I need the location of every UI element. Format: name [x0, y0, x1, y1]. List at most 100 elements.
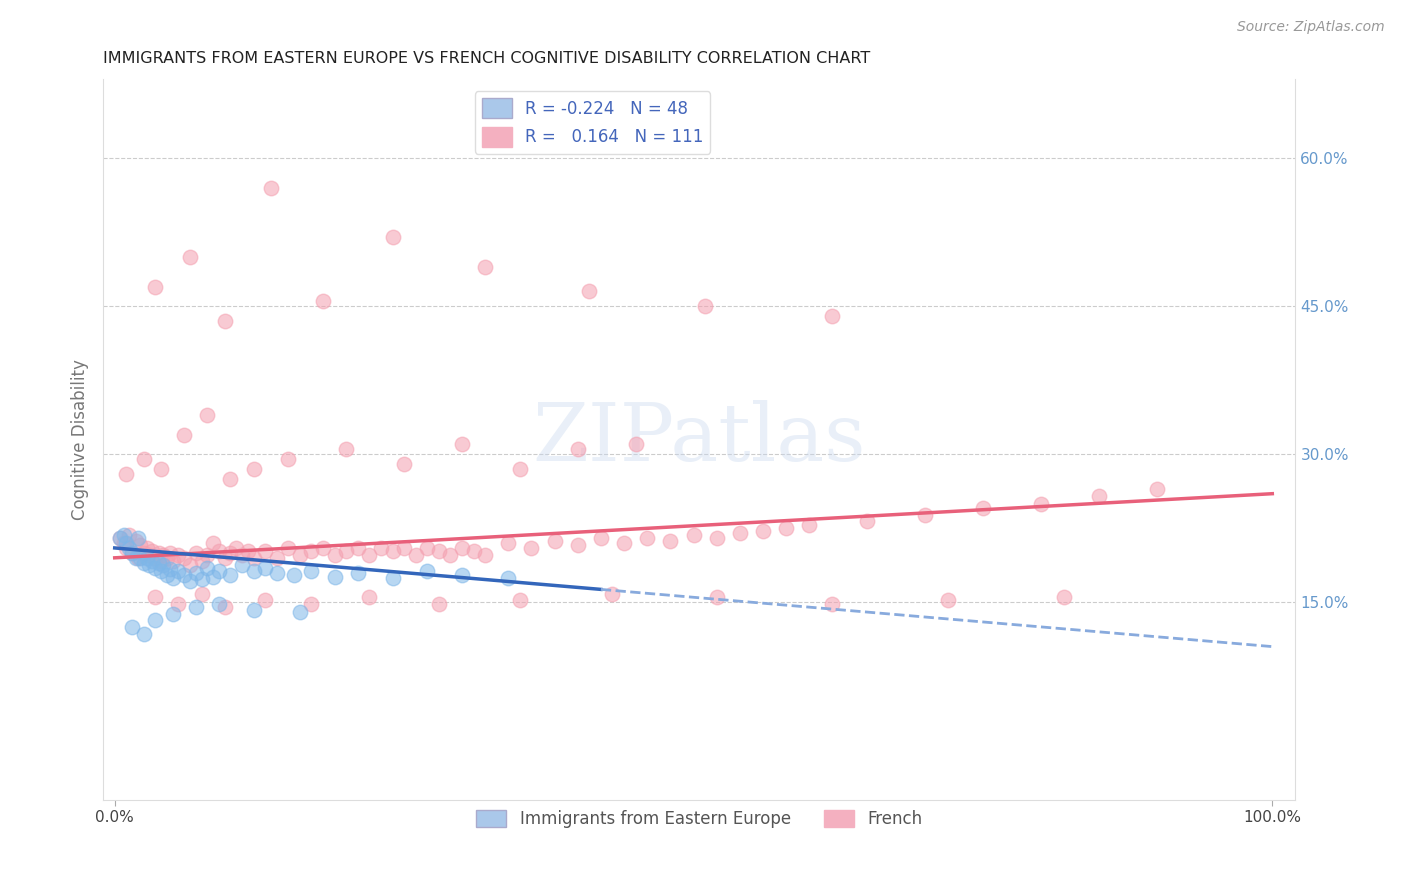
- Point: [509, 593, 531, 607]
- Point: [121, 546, 143, 560]
- Point: [195, 548, 218, 562]
- Point: [132, 452, 155, 467]
- Point: [301, 544, 323, 558]
- Point: [821, 597, 844, 611]
- Point: [277, 452, 299, 467]
- Point: [323, 569, 346, 583]
- Point: [121, 620, 143, 634]
- Point: [416, 564, 439, 578]
- Point: [132, 556, 155, 570]
- Point: [1146, 482, 1168, 496]
- Point: [115, 541, 138, 555]
- Point: [138, 558, 160, 572]
- Point: [162, 554, 184, 568]
- Point: [173, 567, 195, 582]
- Point: [127, 550, 149, 565]
- Point: [156, 567, 179, 582]
- Point: [728, 526, 751, 541]
- Point: [474, 260, 496, 274]
- Legend: Immigrants from Eastern Europe, French: Immigrants from Eastern Europe, French: [470, 803, 929, 834]
- Point: [184, 566, 207, 580]
- Point: [567, 442, 589, 457]
- Point: [219, 567, 242, 582]
- Point: [392, 457, 415, 471]
- Point: [190, 554, 212, 568]
- Point: [152, 548, 174, 562]
- Point: [231, 558, 253, 572]
- Point: [706, 531, 728, 545]
- Point: [231, 548, 253, 562]
- Point: [624, 437, 647, 451]
- Point: [254, 544, 277, 558]
- Point: [463, 544, 485, 558]
- Point: [856, 514, 879, 528]
- Point: [225, 541, 247, 555]
- Point: [498, 570, 520, 584]
- Point: [451, 437, 474, 451]
- Point: [143, 279, 166, 293]
- Point: [266, 566, 288, 580]
- Point: [110, 531, 132, 545]
- Y-axis label: Cognitive Disability: Cognitive Disability: [72, 359, 89, 520]
- Point: [821, 309, 844, 323]
- Point: [195, 560, 218, 574]
- Point: [567, 538, 589, 552]
- Point: [589, 531, 612, 545]
- Point: [914, 508, 936, 523]
- Point: [112, 528, 135, 542]
- Point: [578, 285, 600, 299]
- Point: [167, 564, 190, 578]
- Text: Source: ZipAtlas.com: Source: ZipAtlas.com: [1237, 20, 1385, 34]
- Point: [752, 524, 775, 538]
- Point: [254, 560, 277, 574]
- Point: [132, 627, 155, 641]
- Point: [148, 556, 170, 570]
- Point: [427, 544, 450, 558]
- Point: [219, 472, 242, 486]
- Point: [129, 538, 152, 552]
- Point: [159, 562, 181, 576]
- Point: [682, 528, 704, 542]
- Point: [179, 250, 201, 264]
- Point: [236, 544, 259, 558]
- Point: [439, 548, 461, 562]
- Point: [167, 548, 190, 562]
- Point: [117, 528, 139, 542]
- Point: [202, 569, 225, 583]
- Point: [112, 536, 135, 550]
- Point: [127, 531, 149, 545]
- Point: [474, 548, 496, 562]
- Point: [143, 560, 166, 574]
- Point: [208, 564, 231, 578]
- Point: [136, 541, 159, 555]
- Point: [288, 605, 311, 619]
- Point: [143, 591, 166, 605]
- Point: [1029, 497, 1052, 511]
- Point: [179, 558, 201, 572]
- Point: [159, 546, 181, 560]
- Point: [260, 181, 283, 195]
- Point: [156, 550, 179, 565]
- Point: [124, 534, 146, 549]
- Point: [659, 534, 682, 549]
- Point: [208, 544, 231, 558]
- Point: [184, 600, 207, 615]
- Point: [254, 593, 277, 607]
- Point: [115, 467, 138, 481]
- Point: [173, 427, 195, 442]
- Point: [242, 550, 264, 565]
- Point: [775, 521, 797, 535]
- Point: [283, 567, 305, 582]
- Point: [346, 566, 368, 580]
- Point: [693, 299, 716, 313]
- Point: [312, 541, 335, 555]
- Point: [451, 541, 474, 555]
- Point: [202, 536, 225, 550]
- Point: [602, 587, 624, 601]
- Text: ZIPatlas: ZIPatlas: [533, 401, 866, 478]
- Point: [346, 541, 368, 555]
- Point: [636, 531, 658, 545]
- Point: [150, 554, 173, 568]
- Point: [543, 534, 565, 549]
- Point: [141, 544, 163, 558]
